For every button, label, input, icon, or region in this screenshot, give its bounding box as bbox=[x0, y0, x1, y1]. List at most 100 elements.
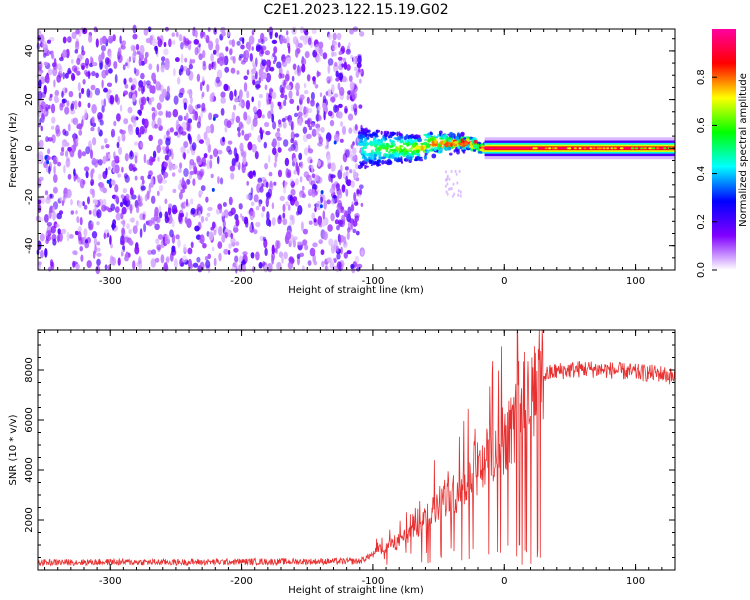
spectrogram-cell bbox=[271, 39, 278, 45]
spectrogram-cell bbox=[328, 33, 332, 41]
spectrogram-cell bbox=[177, 238, 181, 248]
spectrogram-cell bbox=[551, 147, 555, 150]
colorbar-label: Normalized spectral amplitude bbox=[738, 73, 749, 227]
spectrogram-cell bbox=[129, 204, 133, 214]
spectrogram-cell bbox=[55, 223, 60, 228]
spectrogram-cell bbox=[285, 201, 289, 207]
spectrogram-cell bbox=[321, 260, 325, 268]
spectrogram-cell bbox=[63, 164, 66, 174]
spectrogram-cell bbox=[130, 190, 134, 196]
spectrogram-cell bbox=[335, 183, 340, 192]
spectrogram-cell bbox=[176, 77, 181, 85]
spectrogram-cell bbox=[455, 172, 458, 176]
spectrogram-cell bbox=[120, 252, 124, 257]
spectrogram-cell bbox=[171, 245, 176, 253]
spectrogram-cell bbox=[184, 216, 188, 224]
spectrogram-cell bbox=[308, 220, 313, 225]
spectrogram-cell bbox=[128, 163, 134, 172]
spectrogram-cell bbox=[297, 205, 303, 215]
spectrogram-cell bbox=[423, 145, 426, 150]
spectrogram-cell bbox=[251, 96, 254, 103]
spectrogram-cell bbox=[55, 129, 61, 137]
spectrogram-cell bbox=[140, 72, 145, 80]
spectrogram-cell bbox=[342, 57, 347, 63]
spectrogram-cell bbox=[158, 205, 162, 212]
spectrogram-cell bbox=[110, 203, 116, 211]
spectrogram-cell bbox=[370, 164, 373, 167]
spectrogram-cell bbox=[278, 72, 283, 79]
spectrogram-cell bbox=[262, 36, 268, 42]
spectrogram-cell bbox=[44, 248, 48, 258]
spectrogram-cell bbox=[148, 182, 154, 188]
spectrogram-cell bbox=[247, 132, 252, 138]
spectrogram-cell bbox=[58, 210, 64, 215]
spectrogram-cell bbox=[354, 201, 359, 206]
spectrogram-cell bbox=[568, 147, 572, 150]
spectrogram-cell bbox=[347, 90, 351, 95]
spectrogram-cell bbox=[196, 256, 201, 263]
spectrogram-cell bbox=[206, 84, 210, 92]
spectrogram-cell bbox=[456, 181, 459, 185]
spectrogram-cell bbox=[273, 162, 277, 168]
spectrogram-cell bbox=[236, 70, 240, 75]
spectrogram-cell bbox=[128, 91, 133, 99]
spectrogram-cell bbox=[448, 187, 450, 191]
spectrogram-cell bbox=[306, 96, 310, 104]
spectrogram-cell bbox=[72, 250, 78, 256]
spectrogram-cell bbox=[452, 182, 455, 186]
spectrogram-cell bbox=[198, 53, 203, 61]
spectrogram-cell bbox=[310, 91, 315, 101]
spectrogram-cell bbox=[248, 35, 255, 45]
spectrogram-cell bbox=[39, 104, 44, 113]
spectrogram-cell bbox=[110, 128, 116, 138]
spectrogram-cell bbox=[293, 112, 299, 118]
spectrogram-cell bbox=[333, 133, 340, 143]
spectrogram-cell bbox=[291, 121, 295, 131]
spectrogram-cell bbox=[589, 147, 593, 150]
spectrogram-cell bbox=[172, 164, 178, 170]
spectrogram-cell bbox=[209, 123, 215, 134]
spectrogram-cell bbox=[428, 148, 434, 152]
x-tick-label: 0 bbox=[501, 576, 507, 587]
spectrogram-cell bbox=[204, 256, 209, 261]
spectrogram-cell bbox=[307, 118, 311, 128]
spectrogram-cell bbox=[459, 146, 463, 150]
spectrogram-cell bbox=[282, 203, 286, 213]
spectrogram-cell bbox=[57, 161, 62, 167]
spectrogram-cell bbox=[76, 216, 80, 224]
spectrogram-cell bbox=[210, 53, 215, 62]
spectrogram-cell bbox=[271, 141, 276, 147]
spectrogram-cell bbox=[53, 95, 59, 104]
spectrogram-cell bbox=[62, 194, 66, 204]
spectrogram-cell bbox=[285, 231, 292, 240]
spectrogram-cell bbox=[107, 264, 111, 271]
spectrogram-cell bbox=[385, 153, 390, 158]
spectrogram-cell bbox=[293, 139, 298, 146]
spectrogram-cell bbox=[326, 138, 329, 148]
spectrogram-cell bbox=[189, 58, 193, 69]
spectrogram-cell bbox=[234, 97, 239, 103]
spectrogram-cell bbox=[312, 242, 318, 248]
spectrogram-cell bbox=[166, 85, 170, 94]
spectrogram-cell bbox=[45, 103, 49, 112]
spectrogram-cell bbox=[362, 132, 367, 136]
spectrogram-cell bbox=[444, 184, 447, 188]
spectrogram-cell bbox=[375, 129, 379, 134]
spectrogram-cell bbox=[287, 261, 294, 270]
spectrogram-cell bbox=[277, 128, 280, 132]
spectrogram-cell bbox=[157, 36, 160, 41]
spectrogram-cell bbox=[477, 151, 483, 154]
x-tick-label: -200 bbox=[230, 576, 253, 587]
spectrogram-cell bbox=[38, 139, 44, 149]
spectrogram-cell bbox=[271, 217, 276, 226]
spectrogram-cell bbox=[262, 261, 266, 267]
spectrogram-cell bbox=[272, 147, 277, 155]
spectrogram-cell bbox=[67, 123, 71, 132]
spectrogram-cell bbox=[190, 207, 196, 215]
spectrogram-cell bbox=[81, 45, 84, 53]
spectrogram-cell bbox=[222, 202, 227, 207]
spectrogram-cell bbox=[280, 93, 285, 99]
spectrogram-cell bbox=[192, 178, 196, 186]
spectrogram-cell bbox=[117, 173, 122, 178]
spectrogram-cell bbox=[185, 198, 189, 207]
